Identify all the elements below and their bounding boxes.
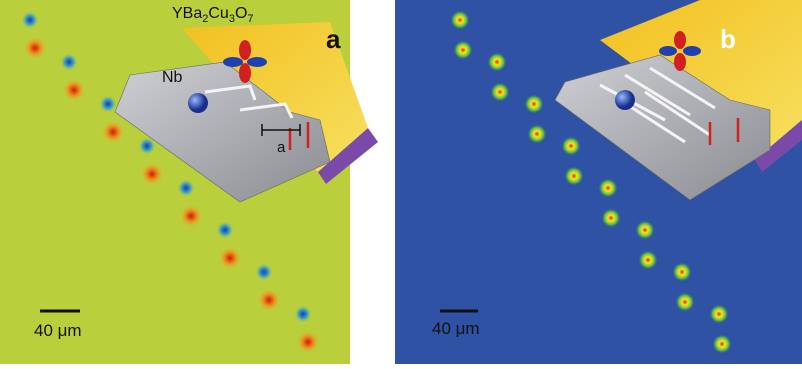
vortex [450, 10, 470, 30]
vortex [60, 53, 78, 71]
vortex [490, 82, 510, 102]
scale-label: 40 μm [432, 319, 480, 338]
vortex [255, 263, 273, 281]
vortex [62, 78, 86, 102]
vortex [294, 305, 312, 323]
vortex [216, 221, 234, 239]
vortex [675, 292, 695, 312]
vortex [296, 330, 320, 354]
vortex [638, 250, 658, 270]
vortex [564, 166, 584, 186]
vortex [487, 52, 507, 72]
vortex [712, 334, 732, 354]
scale-label: 40 μm [34, 321, 82, 340]
spacing-label: a [277, 139, 286, 156]
formula: YBa2Cu3O7 [172, 5, 254, 25]
vortex [23, 36, 47, 60]
vortex [179, 204, 203, 228]
vortex [99, 95, 117, 113]
panel-label: a [326, 24, 341, 54]
vortex [635, 220, 655, 240]
vortex [21, 11, 39, 29]
vortex [527, 124, 547, 144]
vortex [140, 162, 164, 186]
metal-label: Nb [162, 69, 183, 86]
vortex [453, 40, 473, 60]
vortex [177, 179, 195, 197]
vortex-row [450, 10, 732, 354]
vortex [601, 208, 621, 228]
schematic-b [554, 0, 802, 201]
vortex [561, 136, 581, 156]
panel-label: b [720, 24, 736, 54]
vortex [672, 262, 692, 282]
vortex-row [21, 11, 320, 354]
vortex [101, 120, 125, 144]
vortex [524, 94, 544, 114]
vortex [138, 137, 156, 155]
vortex [218, 246, 242, 270]
schematic-a [114, 22, 378, 203]
vortex [598, 178, 618, 198]
vortex [257, 288, 281, 312]
vortex [709, 304, 729, 324]
